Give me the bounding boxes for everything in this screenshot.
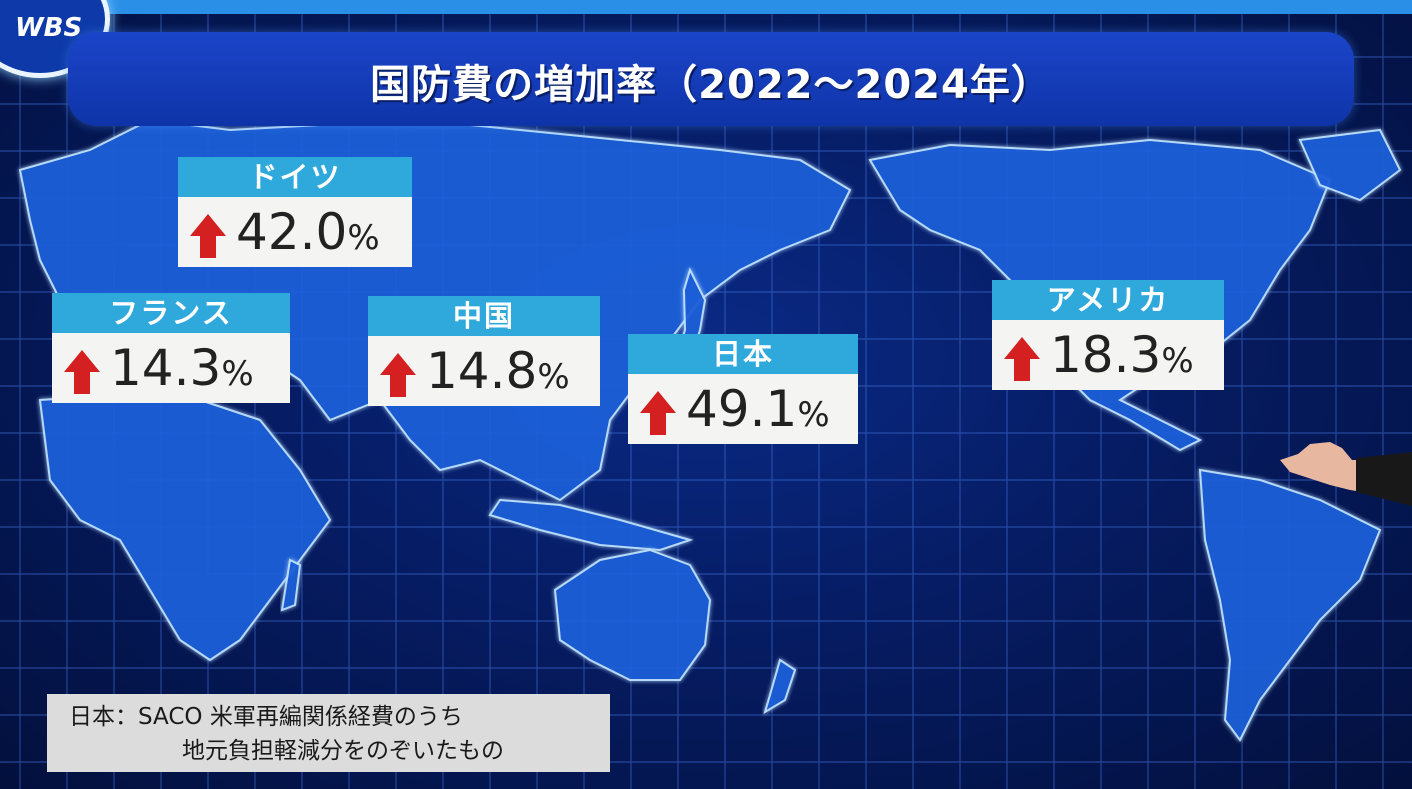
card-country-label: 中国 — [368, 296, 600, 336]
card-country-label: アメリカ — [992, 280, 1224, 320]
card-value: 14.3% — [110, 339, 254, 397]
landmass-indonesia — [488, 498, 694, 552]
card-country-label: 日本 — [628, 334, 858, 374]
stat-card-japan: 日本 49.1% — [628, 334, 858, 444]
stat-card-germany: ドイツ 42.0% — [178, 157, 412, 267]
landmass-madagascar — [280, 558, 302, 612]
card-value: 42.0% — [236, 203, 380, 261]
up-arrow-icon — [64, 350, 100, 394]
card-country-label: フランス — [52, 293, 290, 333]
card-body: 18.3% — [992, 320, 1224, 390]
card-body: 14.8% — [368, 336, 600, 406]
landmass-africa — [38, 393, 332, 662]
stat-card-france: フランス 14.3% — [52, 293, 290, 403]
footnote-line-2: 地元負担軽減分をのぞいたもの — [182, 738, 504, 764]
landmass-australia — [553, 548, 712, 681]
card-body: 42.0% — [178, 197, 412, 267]
up-arrow-icon — [1004, 337, 1040, 381]
title-bar: 国防費の増加率（2022〜2024年） — [68, 32, 1354, 126]
up-arrow-icon — [190, 214, 226, 258]
up-arrow-icon — [640, 391, 676, 435]
footnote-line-1: 日本：SACO 米軍再編関係経費のうち — [69, 704, 463, 730]
card-value: 18.3% — [1050, 326, 1194, 384]
stat-card-usa: アメリカ 18.3% — [992, 280, 1224, 390]
stat-card-china: 中国 14.8% — [368, 296, 600, 406]
card-value: 14.8% — [426, 342, 570, 400]
landmass-new-zealand — [763, 658, 797, 715]
top-accent-band — [100, 0, 1412, 14]
footnote-box: 日本：SACO 米軍再編関係経費のうち 地元負担軽減分をのぞいたもの — [47, 694, 610, 772]
landmass-south-america — [1198, 468, 1382, 742]
logo-text: WBS — [15, 13, 83, 43]
card-country-label: ドイツ — [178, 157, 412, 197]
card-body: 49.1% — [628, 374, 858, 444]
up-arrow-icon — [380, 353, 416, 397]
presenter-hand — [1280, 442, 1412, 506]
card-value: 49.1% — [686, 380, 830, 438]
landmass-greenland — [1298, 128, 1402, 202]
card-body: 14.3% — [52, 333, 290, 403]
page-title: 国防費の増加率（2022〜2024年） — [370, 62, 1052, 108]
